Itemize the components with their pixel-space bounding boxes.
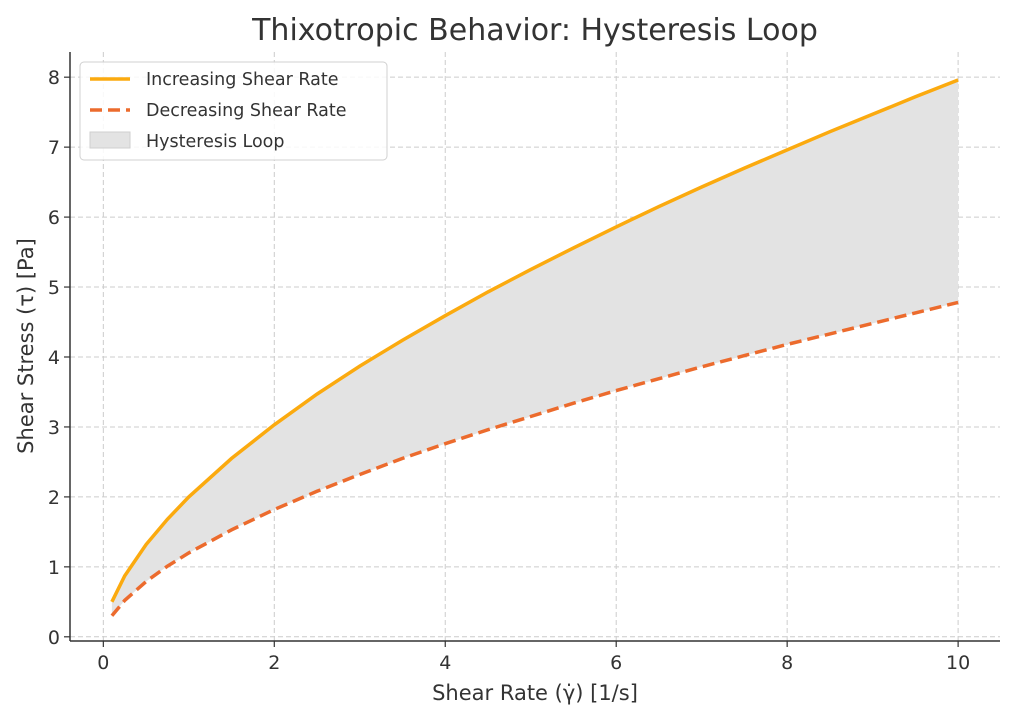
y-tick-label: 3 — [48, 417, 60, 439]
increasing-shear-rate-line — [110, 78, 959, 603]
x-tick-label: 10 — [946, 652, 970, 674]
y-tick-label: 6 — [48, 207, 60, 229]
y-tick-label: 8 — [48, 67, 60, 89]
y-tick-label: 2 — [48, 487, 60, 509]
x-tick-label: 0 — [97, 652, 109, 674]
legend-box — [79, 61, 388, 161]
y-tick-label: 1 — [48, 557, 60, 579]
x-axis-label: Shear Rate (γ̇) [1/s] — [432, 681, 638, 705]
x-tick-label: 6 — [610, 652, 622, 674]
y-axis-label: Shear Stress (τ) [Pa] — [14, 238, 38, 454]
legend-label-decreasing: Decreasing Shear Rate — [146, 101, 346, 121]
hysteresis-fill-area — [111, 80, 959, 616]
chart-title: Thixotropic Behavior: Hysteresis Loop — [251, 13, 818, 48]
decreasing-shear-rate-line — [110, 300, 959, 617]
y-tick-label: 0 — [48, 627, 60, 649]
x-tick-label: 8 — [781, 652, 793, 674]
x-tick-label: 4 — [439, 652, 451, 674]
x-tick-label: 2 — [268, 652, 280, 674]
legend-label-increasing: Increasing Shear Rate — [146, 70, 339, 90]
legend-label-fill: Hysteresis Loop — [146, 132, 284, 152]
y-tick-label: 5 — [48, 277, 60, 299]
legend-swatch-fill — [89, 131, 131, 149]
y-tick-label: 4 — [48, 347, 60, 369]
y-tick-label: 7 — [48, 137, 60, 159]
legend: Increasing Shear Rate Decreasing Shear R… — [79, 61, 388, 161]
